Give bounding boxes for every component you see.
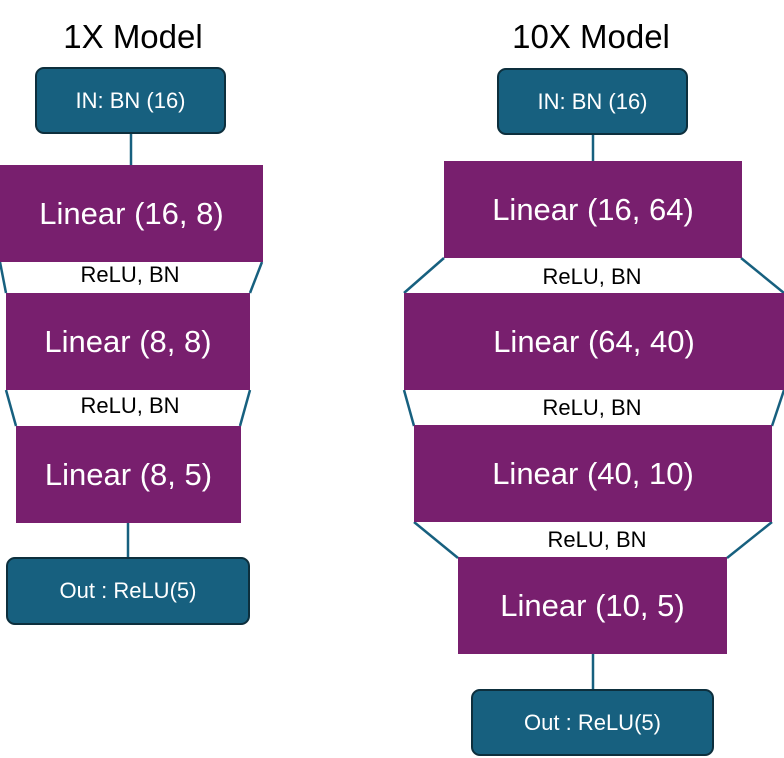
connector-right-1x-b xyxy=(238,389,252,427)
input-node: IN: BN (16) xyxy=(497,68,688,135)
connector-right-10x-a xyxy=(740,257,784,294)
activation-label-2: ReLU, BN xyxy=(80,393,180,418)
linear-layer-3: Linear (40, 10) xyxy=(414,425,772,522)
connector-left-1x-a xyxy=(0,261,8,294)
linear-layer-1: Linear (16, 64) xyxy=(444,161,742,258)
linear-layer-2: Linear (8, 8) xyxy=(6,293,250,390)
connector-left-1x-b xyxy=(4,389,18,427)
connector-right-1x-a xyxy=(248,261,264,294)
activation-label-3: ReLU, BN xyxy=(547,527,647,552)
linear-layer-2: Linear (64, 40) xyxy=(404,293,784,390)
output-node: Out : ReLU(5) xyxy=(471,689,714,756)
connector-left-10x-c xyxy=(413,521,459,559)
linear-layer-3: Linear (8, 5) xyxy=(16,426,241,523)
activation-label-1: ReLU, BN xyxy=(80,262,180,287)
activation-label-2: ReLU, BN xyxy=(542,395,642,420)
connector-right-10x-c xyxy=(726,521,773,559)
connector-left-10x-b xyxy=(402,389,416,427)
input-node: IN: BN (16) xyxy=(35,67,226,134)
activation-label-1: ReLU, BN xyxy=(542,264,642,289)
output-node: Out : ReLU(5) xyxy=(6,557,250,625)
linear-layer-4: Linear (10, 5) xyxy=(458,557,727,654)
model-title: 10X Model xyxy=(512,18,670,55)
connector-left-10x-a xyxy=(403,257,445,294)
model-title: 1X Model xyxy=(63,18,203,55)
linear-layer-1: Linear (16, 8) xyxy=(0,165,263,262)
connector-right-10x-b xyxy=(770,389,784,427)
